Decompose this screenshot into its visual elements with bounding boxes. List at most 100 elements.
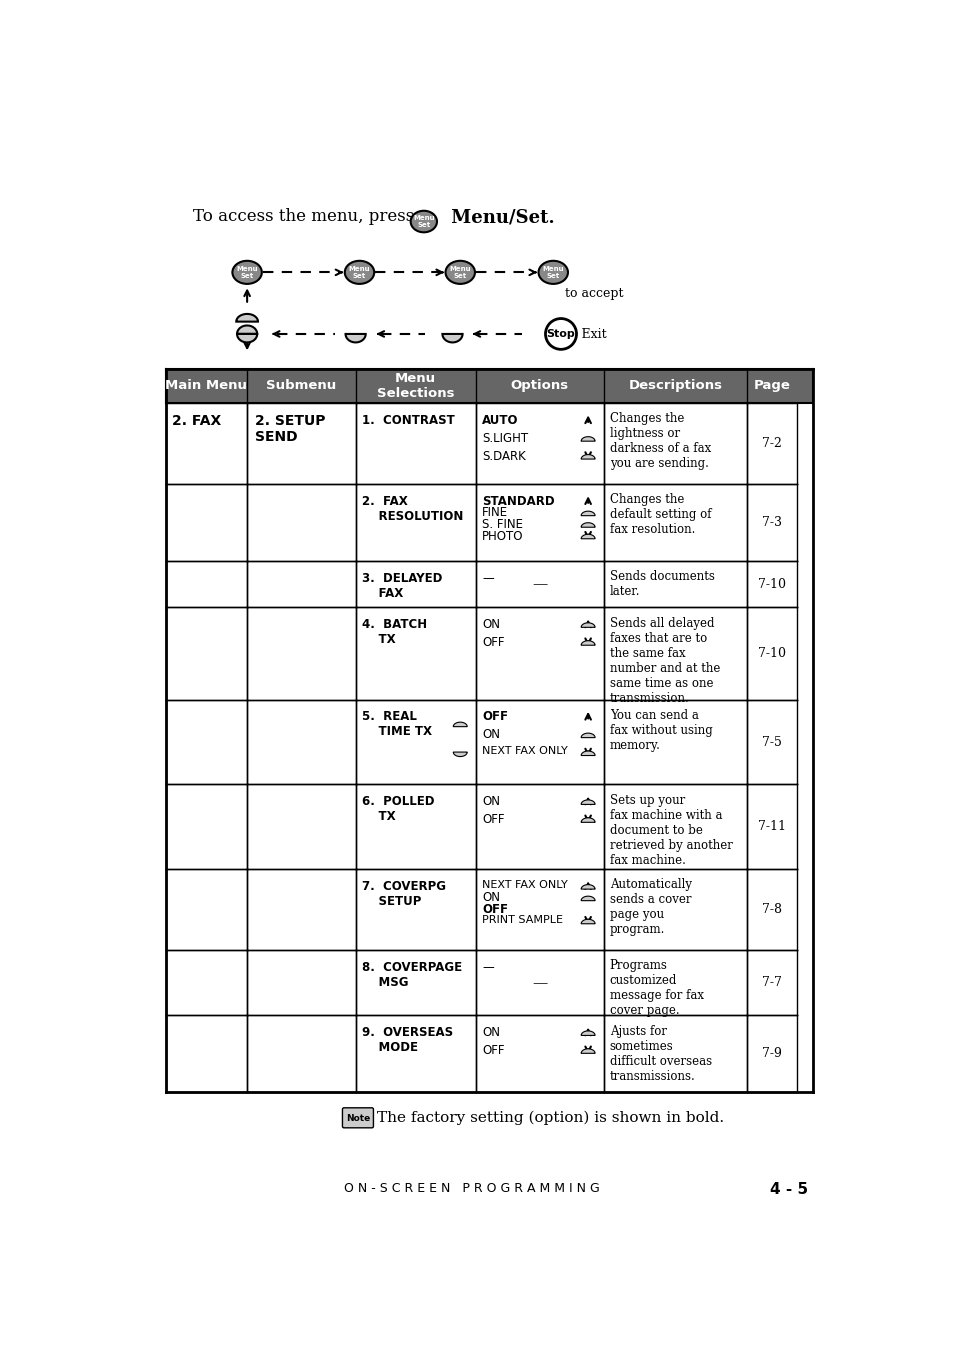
- Text: 7.  COVERPG
    SETUP: 7. COVERPG SETUP: [361, 880, 445, 909]
- Text: OFF: OFF: [481, 711, 507, 723]
- Text: AUTO: AUTO: [481, 414, 517, 427]
- Text: FINE: FINE: [481, 507, 508, 519]
- Text: PHOTO: PHOTO: [481, 530, 523, 542]
- Text: Menu
Set: Menu Set: [349, 266, 370, 279]
- Text: 7-2: 7-2: [761, 437, 781, 450]
- Text: S.LIGHT: S.LIGHT: [481, 431, 528, 445]
- Text: —: —: [532, 976, 547, 990]
- Polygon shape: [580, 1032, 595, 1036]
- Ellipse shape: [410, 211, 436, 233]
- Text: 2. FAX: 2. FAX: [172, 414, 221, 429]
- Text: 5.  REAL
    TIME TX: 5. REAL TIME TX: [361, 711, 432, 738]
- Text: NEXT FAX ONLY: NEXT FAX ONLY: [481, 880, 567, 890]
- Text: 7-8: 7-8: [761, 903, 781, 917]
- Text: 3.  DELAYED
    FAX: 3. DELAYED FAX: [361, 572, 442, 600]
- Text: Automatically
sends a cover
page you
program.: Automatically sends a cover page you pro…: [609, 879, 691, 937]
- Text: Options: Options: [510, 380, 568, 392]
- Text: Page: Page: [753, 380, 790, 392]
- Text: OFF: OFF: [481, 903, 507, 917]
- Text: 4 - 5: 4 - 5: [769, 1183, 807, 1198]
- Ellipse shape: [537, 261, 567, 284]
- Text: 7-11: 7-11: [758, 821, 785, 833]
- Text: to Exit: to Exit: [564, 327, 606, 341]
- Text: Programs
customized
message for fax
cover page.: Programs customized message for fax cove…: [609, 959, 703, 1017]
- Text: OFF: OFF: [481, 813, 504, 826]
- Polygon shape: [453, 752, 467, 757]
- FancyBboxPatch shape: [342, 1107, 373, 1128]
- Text: 1.  CONTRAST: 1. CONTRAST: [361, 414, 454, 427]
- Text: Menu
Set: Menu Set: [236, 266, 257, 279]
- Text: To access the menu, press: To access the menu, press: [193, 208, 414, 226]
- Text: O N - S C R E E N   P R O G R A M M I N G: O N - S C R E E N P R O G R A M M I N G: [344, 1183, 599, 1195]
- Text: OFF: OFF: [481, 635, 504, 649]
- Text: Sends documents
later.: Sends documents later.: [609, 571, 714, 599]
- Text: Sends all delayed
faxes that are to
the same fax
number and at the
same time as : Sends all delayed faxes that are to the …: [609, 617, 720, 704]
- Ellipse shape: [445, 261, 475, 284]
- Text: Main Menu: Main Menu: [165, 380, 247, 392]
- Ellipse shape: [233, 261, 261, 284]
- Text: ON: ON: [481, 891, 499, 904]
- Text: S. FINE: S. FINE: [481, 518, 522, 531]
- Text: Sets up your
fax machine with a
document to be
retrieved by another
fax machine.: Sets up your fax machine with a document…: [609, 794, 732, 867]
- Polygon shape: [580, 534, 595, 538]
- Text: —: —: [481, 961, 494, 973]
- Text: 7-10: 7-10: [758, 648, 785, 660]
- Text: ON: ON: [481, 1026, 499, 1040]
- Text: Menu
Set: Menu Set: [449, 266, 471, 279]
- Polygon shape: [580, 750, 595, 756]
- Polygon shape: [580, 896, 595, 900]
- Polygon shape: [580, 623, 595, 627]
- Polygon shape: [580, 454, 595, 460]
- Polygon shape: [580, 1049, 595, 1053]
- Text: You can send a
fax without using
memory.: You can send a fax without using memory.: [609, 708, 712, 752]
- Text: 7-9: 7-9: [761, 1048, 781, 1060]
- Text: The factory setting (option) is shown in bold.: The factory setting (option) is shown in…: [377, 1110, 723, 1125]
- Text: 7-7: 7-7: [761, 976, 781, 990]
- Polygon shape: [580, 641, 595, 645]
- Text: Ajusts for
sometimes
difficult overseas
transmissions.: Ajusts for sometimes difficult overseas …: [609, 1025, 711, 1083]
- Polygon shape: [580, 884, 595, 890]
- Text: to accept: to accept: [564, 287, 622, 300]
- Text: Menu
Set: Menu Set: [542, 266, 563, 279]
- Text: 7-3: 7-3: [761, 516, 781, 529]
- Polygon shape: [580, 523, 595, 527]
- Text: 8.  COVERPAGE
    MSG: 8. COVERPAGE MSG: [361, 961, 461, 988]
- Polygon shape: [580, 511, 595, 515]
- Circle shape: [545, 319, 576, 349]
- Text: 2. SETUP
SEND: 2. SETUP SEND: [254, 414, 325, 445]
- Text: Note: Note: [345, 1114, 370, 1124]
- Text: Changes the
lightness or
darkness of a fax
you are sending.: Changes the lightness or darkness of a f…: [609, 412, 710, 470]
- Text: Descriptions: Descriptions: [628, 380, 721, 392]
- Polygon shape: [580, 919, 595, 923]
- Polygon shape: [580, 437, 595, 441]
- Text: Menu
Selections: Menu Selections: [376, 372, 454, 400]
- Text: ON: ON: [481, 729, 499, 741]
- Bar: [166, 369, 812, 403]
- Polygon shape: [236, 326, 257, 334]
- Text: Changes the
default setting of
fax resolution.: Changes the default setting of fax resol…: [609, 493, 711, 537]
- Polygon shape: [580, 818, 595, 822]
- Text: 7-10: 7-10: [758, 577, 785, 591]
- Polygon shape: [580, 800, 595, 804]
- Text: 7-5: 7-5: [761, 735, 781, 749]
- Text: OFF: OFF: [481, 1044, 504, 1057]
- Polygon shape: [236, 314, 257, 322]
- Polygon shape: [442, 334, 462, 342]
- Text: —: —: [481, 572, 494, 585]
- Text: 2.  FAX
    RESOLUTION: 2. FAX RESOLUTION: [361, 495, 463, 523]
- Text: Menu/Set.: Menu/Set.: [444, 208, 554, 226]
- Polygon shape: [345, 334, 365, 342]
- Text: —: —: [532, 577, 547, 591]
- Polygon shape: [453, 722, 467, 726]
- Text: STANDARD: STANDARD: [481, 495, 554, 508]
- Text: Submenu: Submenu: [266, 380, 336, 392]
- Text: 9.  OVERSEAS
    MODE: 9. OVERSEAS MODE: [361, 1026, 453, 1055]
- Text: S.DARK: S.DARK: [481, 450, 525, 462]
- Polygon shape: [236, 334, 257, 342]
- Text: 4.  BATCH
    TX: 4. BATCH TX: [361, 618, 427, 646]
- Text: NEXT FAX ONLY: NEXT FAX ONLY: [481, 746, 567, 756]
- Text: Stop: Stop: [546, 329, 575, 339]
- Text: PRINT SAMPLE: PRINT SAMPLE: [481, 914, 562, 925]
- Text: ON: ON: [481, 795, 499, 808]
- Text: 6.  POLLED
    TX: 6. POLLED TX: [361, 795, 434, 823]
